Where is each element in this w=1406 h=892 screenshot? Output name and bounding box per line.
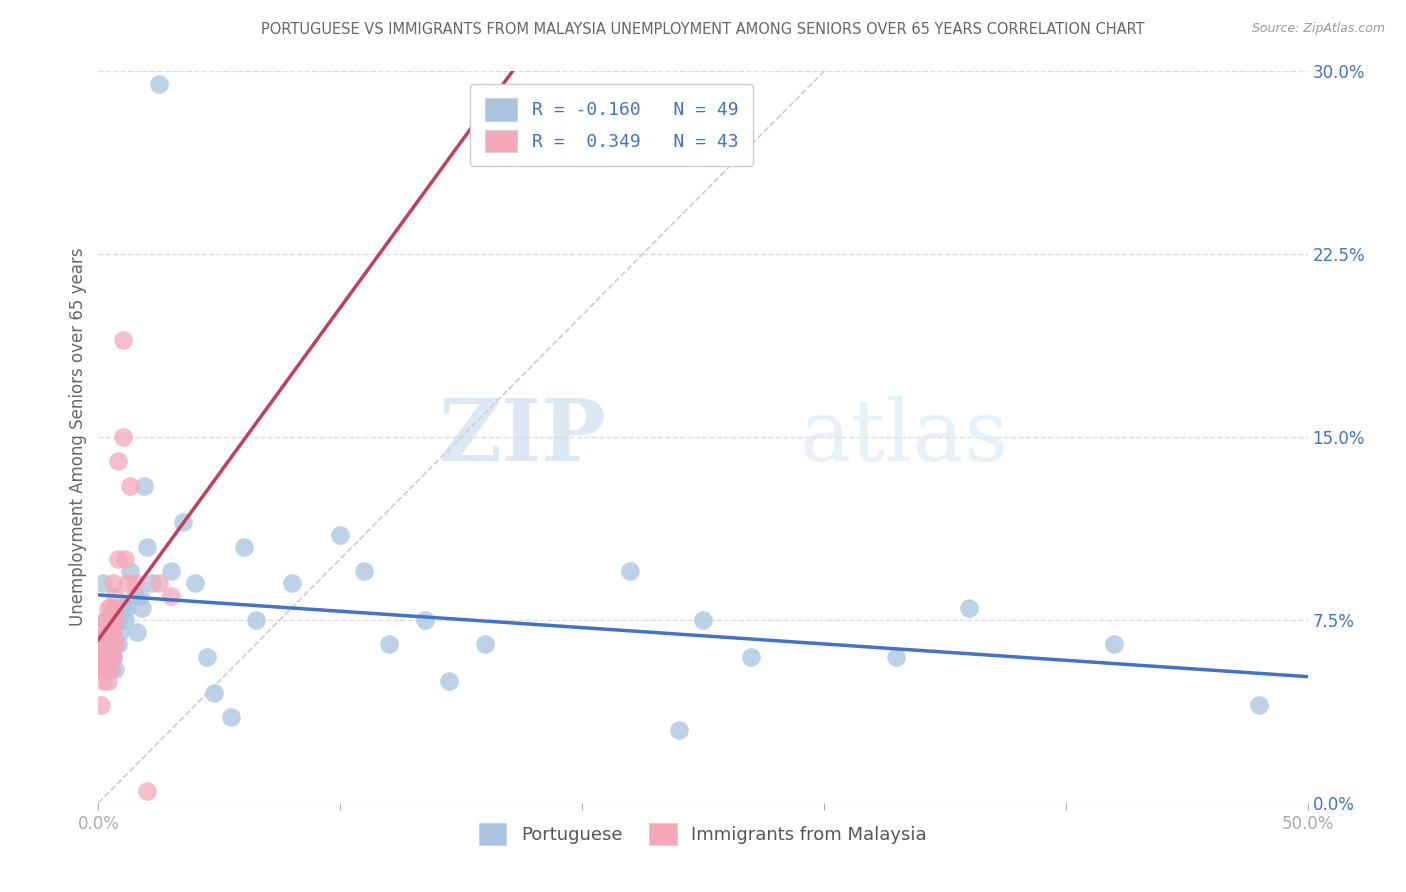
Text: atlas: atlas [800, 395, 1010, 479]
Point [108, 625, 131, 640]
Point [100, 662, 122, 676]
Point [1249, 698, 1271, 713]
Point [124, 589, 146, 603]
Point [221, 710, 243, 724]
Point [97, 673, 120, 688]
Point [91, 673, 114, 688]
Point [377, 637, 399, 651]
Point [91, 649, 114, 664]
Point [90, 637, 112, 651]
Text: ZIP: ZIP [439, 395, 606, 479]
Text: PORTUGUESE VS IMMIGRANTS FROM MALAYSIA UNEMPLOYMENT AMONG SENIORS OVER 65 YEARS : PORTUGUESE VS IMMIGRANTS FROM MALAYSIA U… [262, 22, 1144, 37]
Point [172, 516, 194, 530]
Point [204, 686, 226, 700]
Point [91, 625, 114, 640]
Point [94, 649, 117, 664]
Point [100, 649, 122, 664]
Point [117, 576, 139, 591]
Point [94, 649, 117, 664]
Point [195, 649, 218, 664]
Point [101, 637, 124, 651]
Point [107, 637, 129, 651]
Point [90, 662, 112, 676]
Point [118, 564, 141, 578]
Point [184, 576, 207, 591]
Point [148, 77, 170, 91]
Point [413, 613, 436, 627]
Point [127, 625, 149, 640]
Point [740, 649, 762, 664]
Point [107, 552, 129, 566]
Point [91, 662, 114, 676]
Point [94, 613, 117, 627]
Point [957, 600, 980, 615]
Point [114, 552, 136, 566]
Point [100, 600, 122, 615]
Point [886, 649, 908, 664]
Point [437, 673, 460, 688]
Point [134, 479, 156, 493]
Point [160, 564, 183, 578]
Point [97, 625, 120, 640]
Point [668, 723, 690, 737]
Point [160, 589, 183, 603]
Point [135, 783, 157, 797]
Point [111, 333, 134, 347]
Point [692, 613, 714, 627]
Point [100, 613, 122, 627]
Point [353, 564, 375, 578]
Point [245, 613, 267, 627]
Point [329, 527, 352, 541]
Y-axis label: Unemployment Among Seniors over 65 years: Unemployment Among Seniors over 65 years [69, 248, 87, 626]
Point [101, 576, 124, 591]
Point [104, 662, 127, 676]
Point [619, 564, 641, 578]
Point [111, 600, 134, 615]
Point [100, 625, 122, 640]
Point [94, 613, 117, 627]
Point [97, 625, 120, 640]
Point [148, 576, 170, 591]
Point [101, 600, 124, 615]
Point [91, 637, 114, 651]
Point [90, 698, 112, 713]
Point [97, 662, 120, 676]
Point [94, 625, 117, 640]
Point [97, 600, 120, 615]
Point [90, 649, 112, 664]
Text: Source: ZipAtlas.com: Source: ZipAtlas.com [1251, 22, 1385, 36]
Point [94, 662, 117, 676]
Point [281, 576, 304, 591]
Point [141, 576, 163, 591]
Point [97, 637, 120, 651]
Point [104, 637, 127, 651]
Point [114, 613, 136, 627]
Point [101, 625, 124, 640]
Point [118, 479, 141, 493]
Point [104, 589, 127, 603]
Point [100, 613, 122, 627]
Point [111, 430, 134, 444]
Point [135, 540, 157, 554]
Point [232, 540, 254, 554]
Point [104, 613, 127, 627]
Point [131, 600, 153, 615]
Point [94, 637, 117, 651]
Point [124, 576, 146, 591]
Point [128, 589, 150, 603]
Legend: Portuguese, Immigrants from Malaysia: Portuguese, Immigrants from Malaysia [465, 809, 941, 860]
Point [1102, 637, 1125, 651]
Point [97, 649, 120, 664]
Point [107, 613, 129, 627]
Point [91, 576, 114, 591]
Point [101, 649, 124, 664]
Point [101, 649, 124, 664]
Point [117, 600, 139, 615]
Point [100, 637, 122, 651]
Point [107, 454, 129, 468]
Point [100, 625, 122, 640]
Point [101, 613, 124, 627]
Point [474, 637, 496, 651]
